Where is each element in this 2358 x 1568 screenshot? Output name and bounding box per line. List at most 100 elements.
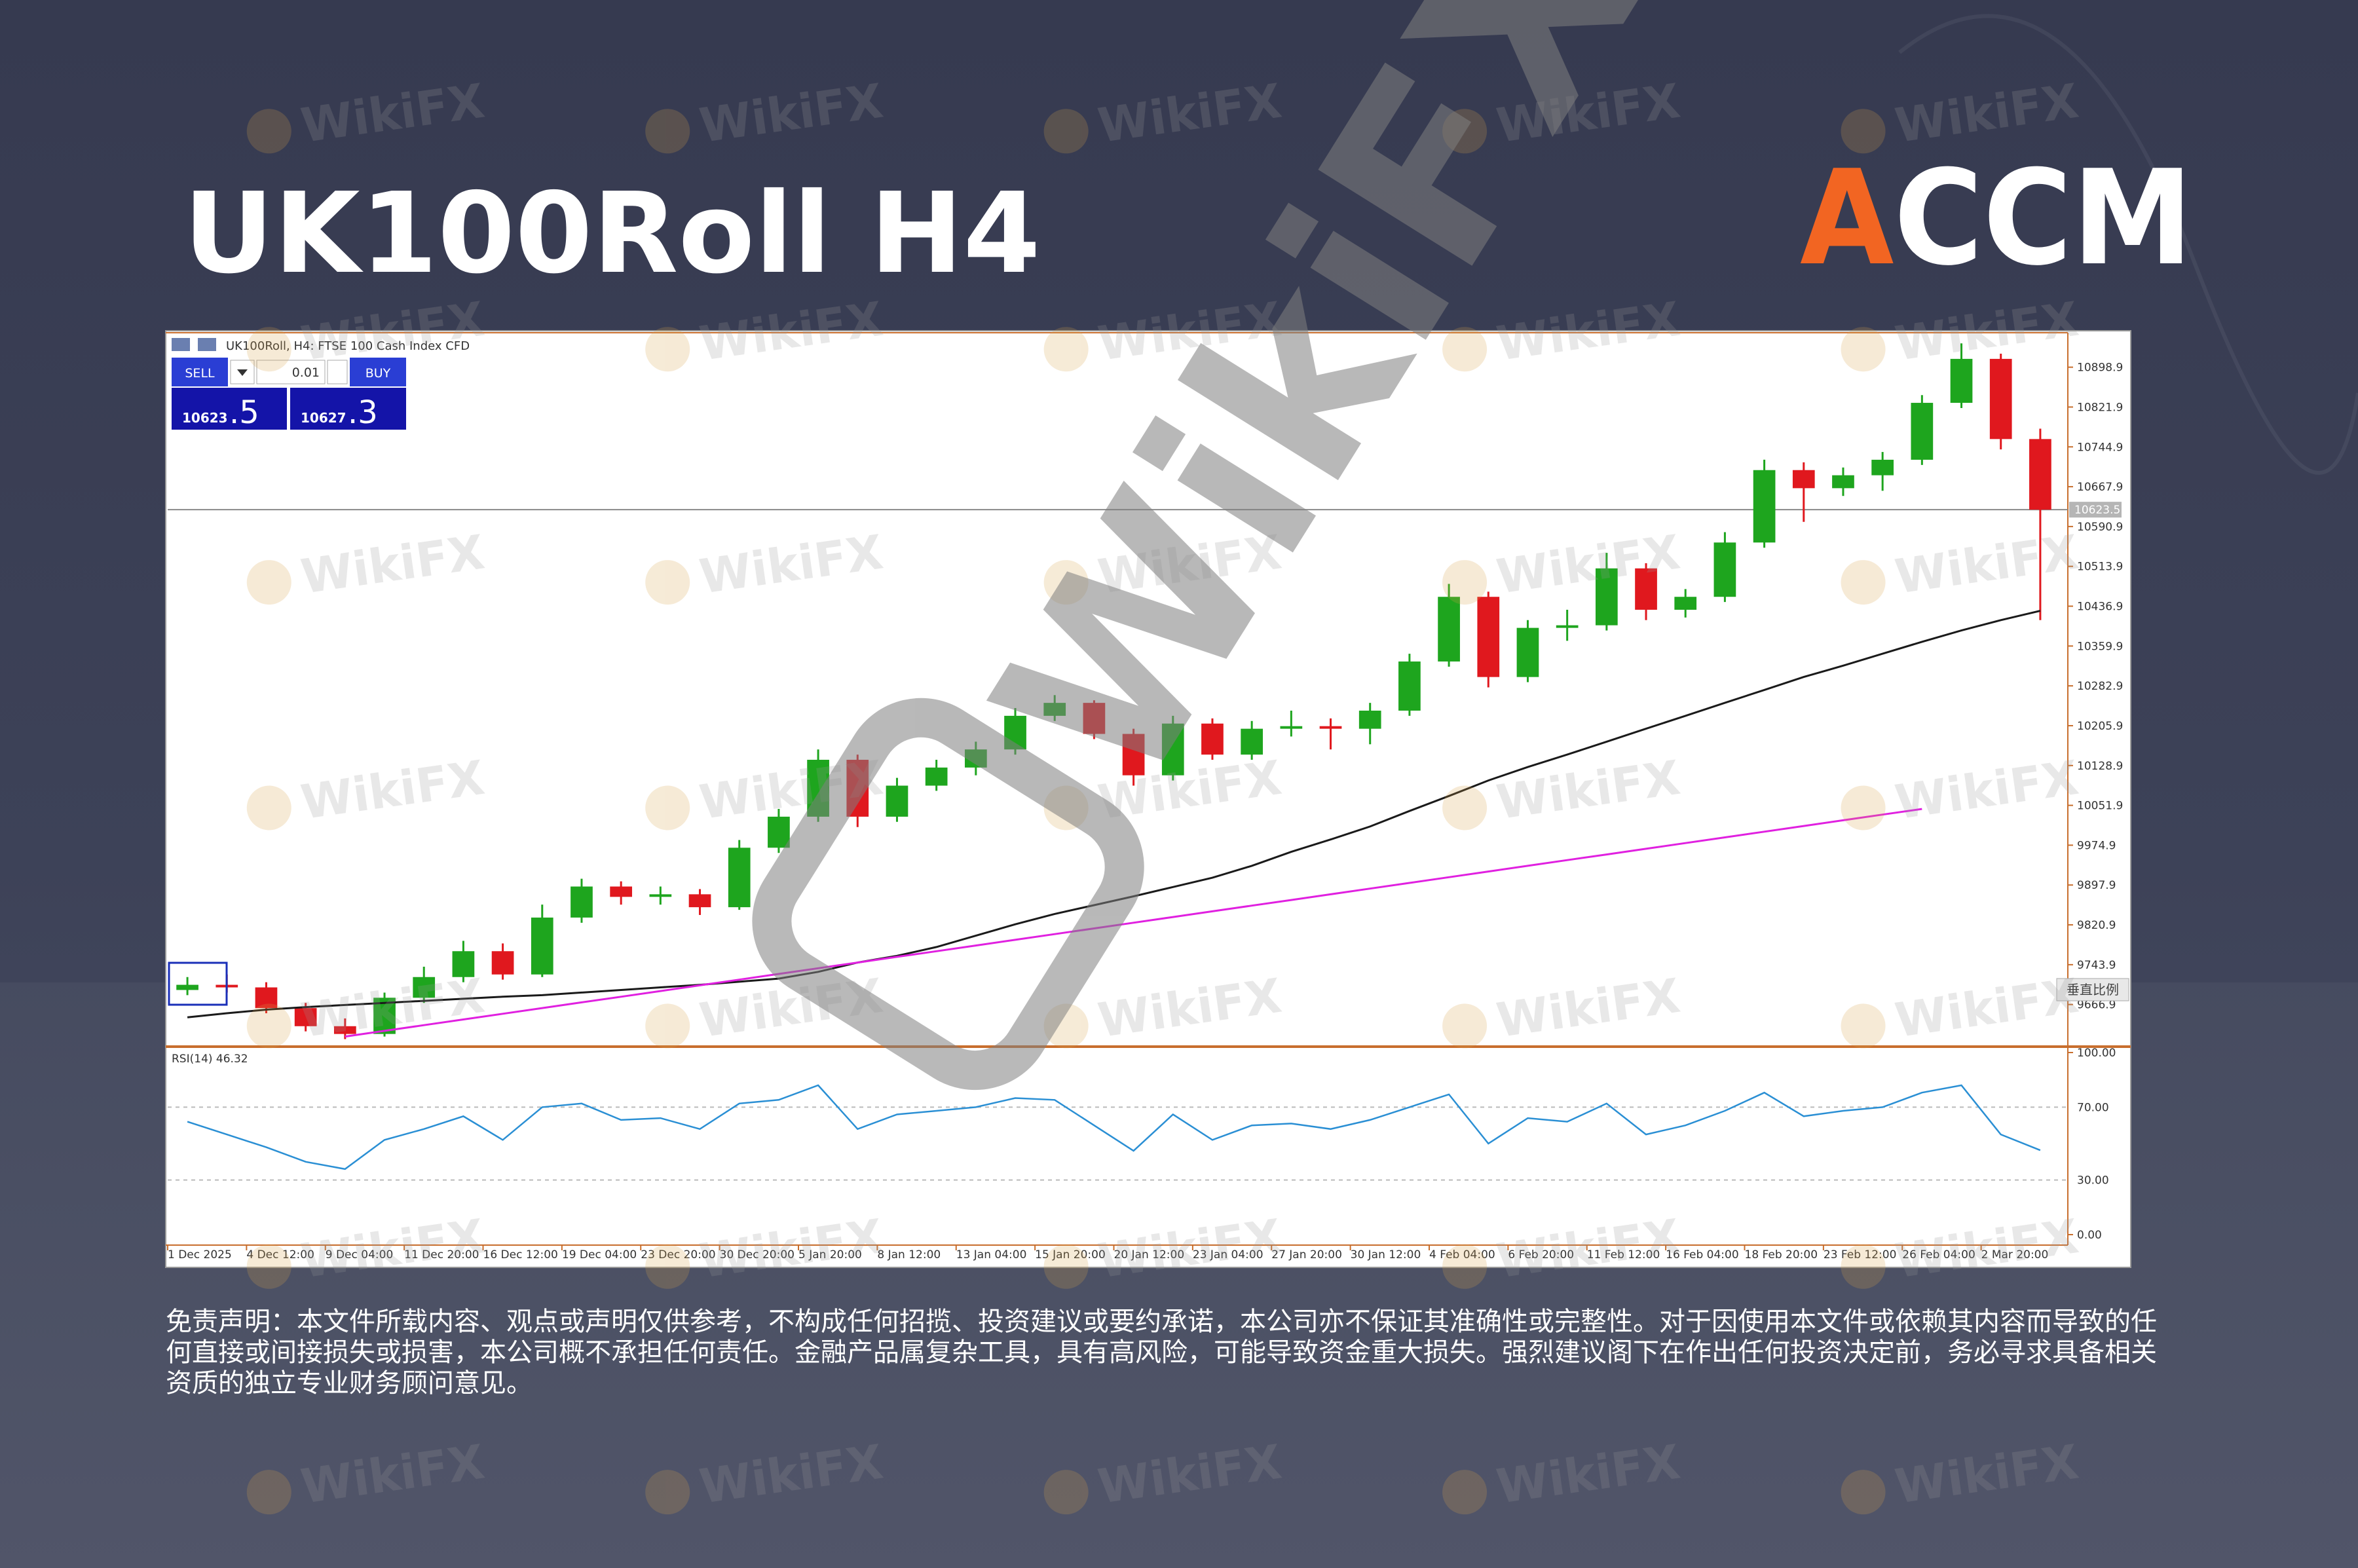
candle-body [255,987,278,1009]
watermark-text: WikiFX [297,73,487,153]
watermark-icon [1442,327,1488,372]
x-tick-label: 23 Dec 20:00 [641,1248,715,1261]
watermark-icon [246,785,291,831]
watermark: WikiFX [1043,73,1284,154]
watermark-icon [1442,109,1488,154]
watermark-icon [645,560,690,605]
watermark-icon [1442,1470,1488,1515]
y-tick-label: 10205.9 [2077,720,2123,733]
candle-body [1319,726,1342,729]
x-tick-label: 11 Dec 20:00 [404,1248,479,1261]
watermark-icon [246,560,291,605]
candle-body [1201,723,1224,755]
x-tick-label: 4 Feb 04:00 [1429,1248,1495,1261]
dropdown-arrow [237,369,248,376]
watermark-text: WikiFX [696,73,886,153]
y-tick-label: 70.00 [2077,1101,2109,1114]
y-tick-label: 10744.9 [2077,441,2123,454]
watermark-icon [1841,1003,1886,1049]
watermark: WikiFX [1841,750,2082,831]
candle-body [491,951,514,975]
candle-body [1516,627,1539,677]
x-tick-label: 23 Jan 04:00 [1193,1248,1263,1261]
candle-body [886,785,908,817]
y-tick-label: 10821.9 [2077,401,2123,414]
candle-body [176,984,198,990]
scale-button-label: 垂直比例 [2067,982,2119,998]
y-tick-label: 30.00 [2077,1174,2109,1187]
y-tick-label: 10513.9 [2077,561,2123,574]
candle-body [571,886,593,918]
candle-body [1241,728,1263,755]
volume-label: 0.01 [292,365,320,380]
watermark-icon [1841,1470,1886,1515]
y-tick-label: 9666.9 [2077,999,2116,1012]
buy-price-frac: .3 [348,394,378,431]
disclaimer: 免责声明：本文件所载内容、观点或声明仅供参考，不构成任何招揽、投资建议或要约承诺… [166,1307,2157,1398]
sell-price-frac: .5 [229,394,259,431]
candle-body [1595,568,1618,625]
candle-body [1950,358,1973,403]
candle-body [531,917,553,975]
candle-body [1871,459,1894,476]
x-tick-label: 8 Jan 12:00 [877,1248,941,1261]
x-tick-label: 2 Mar 20:00 [1981,1248,2049,1261]
spinner [327,360,348,384]
selection-box [168,961,228,1006]
candle-body [1674,597,1697,610]
sell-button [172,358,228,386]
y-tick-label: 10590.9 [2077,521,2123,534]
watermark-icon [1043,1244,1089,1289]
icon [198,338,216,351]
candle-body [1635,568,1657,610]
x-tick-label: 20 Jan 12:00 [1114,1248,1185,1261]
watermark-icon [1043,1470,1089,1515]
candle-body [1911,403,1934,460]
watermark: WikiFX [246,73,488,154]
candle-body [413,977,436,998]
candle-body [1122,734,1145,775]
candle-body [1438,597,1460,662]
watermark-text: WikiFX [1892,73,2082,153]
watermark-icon [1442,1244,1488,1289]
x-tick-label: 30 Dec 20:00 [720,1248,795,1261]
chart-title: UK100Roll, H4: FTSE 100 Cash Index CFD [226,339,470,353]
icon [172,338,190,351]
x-tick-label: 13 Jan 04:00 [956,1248,1027,1261]
watermark-icon [645,109,690,154]
page-title: UK100Roll H4 [183,169,1041,299]
y-tick-label: 10359.9 [2077,640,2123,653]
watermark-icon [645,327,690,372]
x-tick-label: 15 Jan 20:00 [1035,1248,1106,1261]
candle-body [1161,723,1184,775]
candle-body [1753,470,1776,543]
watermark-icon [645,1244,690,1289]
sell-price-box [172,388,287,430]
watermark-icon [1043,109,1089,154]
candle-body [452,951,475,977]
decor-curve [1898,14,2358,475]
watermark-icon [1442,785,1488,831]
candle-body [333,1026,356,1034]
watermark-icon [246,109,291,154]
watermark-text: WikiFX [1095,73,1284,153]
watermark-icon [1043,560,1089,605]
candle-body [728,848,751,908]
y-tick-label: 0.00 [2077,1229,2102,1242]
candle-body [649,894,672,897]
x-tick-label: 5 Jan 20:00 [798,1248,862,1261]
watermark-icon [246,1470,291,1515]
chart: UK100Roll, H4: FTSE 100 Cash Index CFD 96… [166,332,2131,1261]
candle-body [1043,703,1066,716]
candle-body [1556,625,1579,628]
watermark: WikiFX [645,73,886,154]
buy-button [350,358,406,386]
watermark-icon [1841,1244,1886,1289]
x-tick-label: 30 Jan 12:00 [1351,1248,1421,1261]
logo: ACCM [1800,142,2193,295]
x-tick-label: 9 Dec 04:00 [326,1248,394,1261]
candle-body [1477,597,1500,677]
candle-body [1713,542,1736,597]
